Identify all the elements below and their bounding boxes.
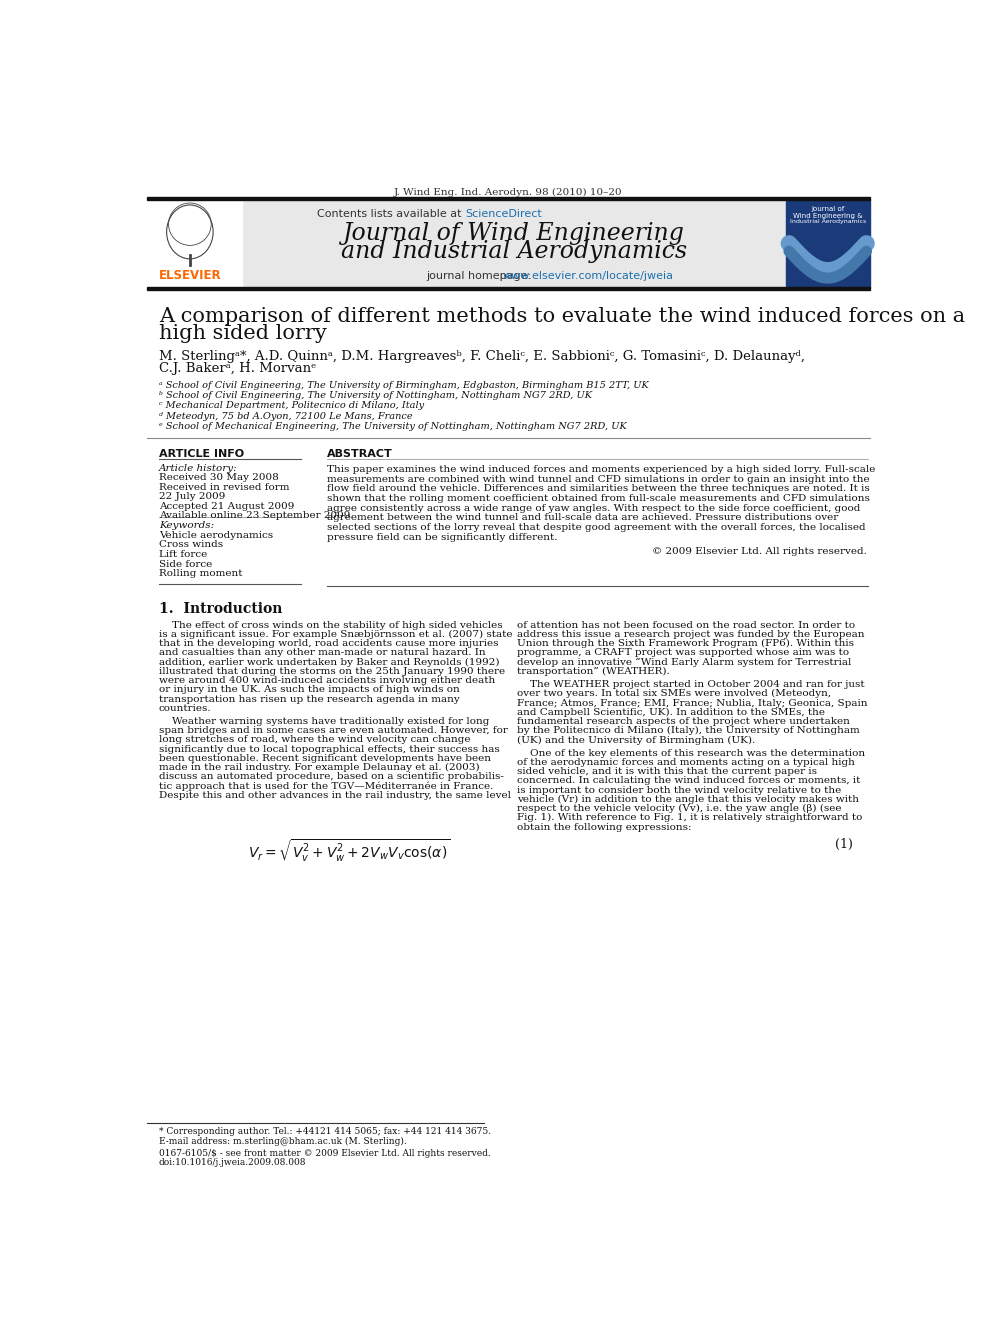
Text: Lift force: Lift force — [159, 550, 207, 558]
Text: that in the developing world, road accidents cause more injuries: that in the developing world, road accid… — [159, 639, 498, 648]
Text: Cross winds: Cross winds — [159, 540, 223, 549]
Text: addition, earlier work undertaken by Baker and Reynolds (1992): addition, earlier work undertaken by Bak… — [159, 658, 499, 667]
Text: * Corresponding author. Tel.: +44121 414 5065; fax: +44 121 414 3675.: * Corresponding author. Tel.: +44121 414… — [159, 1127, 491, 1136]
Text: obtain the following expressions:: obtain the following expressions: — [517, 823, 691, 831]
Text: tic approach that is used for the TGV—Méditerranée in France.: tic approach that is used for the TGV—Mé… — [159, 782, 493, 791]
Text: (UK) and the University of Birmingham (UK).: (UK) and the University of Birmingham (U… — [517, 736, 755, 745]
Text: ᶜ Mechanical Department, Politecnico di Milano, Italy: ᶜ Mechanical Department, Politecnico di … — [159, 401, 424, 410]
Text: high sided lorry: high sided lorry — [159, 324, 326, 343]
Text: been questionable. Recent significant developments have been: been questionable. Recent significant de… — [159, 754, 491, 763]
Text: Contents lists available at: Contents lists available at — [317, 209, 465, 218]
Text: agreement between the wind tunnel and full-scale data are achieved. Pressure dis: agreement between the wind tunnel and fu… — [327, 513, 838, 523]
Text: The effect of cross winds on the stability of high sided vehicles: The effect of cross winds on the stabili… — [159, 620, 503, 630]
Text: selected sections of the lorry reveal that despite good agreement with the overa: selected sections of the lorry reveal th… — [327, 523, 866, 532]
Text: One of the key elements of this research was the determination: One of the key elements of this research… — [517, 749, 865, 758]
Text: Article history:: Article history: — [159, 463, 237, 472]
Text: is important to consider both the wind velocity relative to the: is important to consider both the wind v… — [517, 786, 841, 795]
Text: and Campbell Scientific, UK). In addition to the SMEs, the: and Campbell Scientific, UK). In additio… — [517, 708, 825, 717]
Text: ᵉ School of Mechanical Engineering, The University of Nottingham, Nottingham NG7: ᵉ School of Mechanical Engineering, The … — [159, 422, 627, 431]
Text: transportation” (WEATHER).: transportation” (WEATHER). — [517, 667, 670, 676]
Text: develop an innovative “Wind Early Alarm system for Terrestrial: develop an innovative “Wind Early Alarm … — [517, 658, 851, 667]
Text: of the aerodynamic forces and moments acting on a typical high: of the aerodynamic forces and moments ac… — [517, 758, 855, 767]
Text: measurements are combined with wind tunnel and CFD simulations in order to gain : measurements are combined with wind tunn… — [327, 475, 870, 484]
Text: ᵈ Meteodyn, 75 bd A.Oyon, 72100 Le Mans, France: ᵈ Meteodyn, 75 bd A.Oyon, 72100 Le Mans,… — [159, 411, 413, 421]
Text: Journal of Wind Engineering: Journal of Wind Engineering — [343, 222, 684, 245]
Text: ARTICLE INFO: ARTICLE INFO — [159, 448, 244, 459]
Text: E-mail address: m.sterling@bham.ac.uk (M. Sterling).: E-mail address: m.sterling@bham.ac.uk (M… — [159, 1136, 407, 1146]
Text: Journal of: Journal of — [811, 206, 844, 213]
Text: The WEATHER project started in October 2004 and ran for just: The WEATHER project started in October 2… — [517, 680, 865, 689]
Text: programme, a CRAFT project was supported whose aim was to: programme, a CRAFT project was supported… — [517, 648, 849, 658]
Text: flow field around the vehicle. Differences and similarities between the three te: flow field around the vehicle. Differenc… — [327, 484, 870, 493]
Text: of attention has not been focused on the road sector. In order to: of attention has not been focused on the… — [517, 620, 855, 630]
Text: address this issue a research project was funded by the European: address this issue a research project wa… — [517, 630, 864, 639]
Bar — [147, 197, 870, 200]
Text: © 2009 Elsevier Ltd. All rights reserved.: © 2009 Elsevier Ltd. All rights reserved… — [652, 546, 866, 556]
Text: $V_r = \sqrt{V_v^2 + V_w^2 + 2V_wV_v\cos(\alpha)}$: $V_r = \sqrt{V_v^2 + V_w^2 + 2V_wV_v\cos… — [248, 837, 450, 864]
Text: A comparison of different methods to evaluate the wind induced forces on a: A comparison of different methods to eva… — [159, 307, 965, 325]
Text: Accepted 21 August 2009: Accepted 21 August 2009 — [159, 501, 295, 511]
Text: (1): (1) — [834, 837, 852, 851]
Text: by the Politecnico di Milano (Italy), the University of Nottingham: by the Politecnico di Milano (Italy), th… — [517, 726, 860, 736]
Text: Wind Engineering &: Wind Engineering & — [793, 213, 862, 218]
Text: 22 July 2009: 22 July 2009 — [159, 492, 225, 501]
Text: discuss an automated procedure, based on a scientific probabilis-: discuss an automated procedure, based on… — [159, 773, 504, 782]
Text: were around 400 wind-induced accidents involving either death: were around 400 wind-induced accidents i… — [159, 676, 495, 685]
Text: www.elsevier.com/locate/jweia: www.elsevier.com/locate/jweia — [502, 271, 674, 282]
Text: ᵇ School of Civil Engineering, The University of Nottingham, Nottingham NG7 2RD,: ᵇ School of Civil Engineering, The Unive… — [159, 390, 592, 400]
Text: long stretches of road, where the wind velocity can change: long stretches of road, where the wind v… — [159, 736, 470, 745]
Text: Fig. 1). With reference to Fig. 1, it is relatively straightforward to: Fig. 1). With reference to Fig. 1, it is… — [517, 814, 862, 823]
Text: Received in revised form: Received in revised form — [159, 483, 290, 492]
Text: J. Wind Eng. Ind. Aerodyn. 98 (2010) 10–20: J. Wind Eng. Ind. Aerodyn. 98 (2010) 10–… — [394, 188, 623, 197]
Text: ABSTRACT: ABSTRACT — [327, 448, 393, 459]
Text: Industrial Aerodynamics: Industrial Aerodynamics — [790, 218, 866, 224]
Text: Side force: Side force — [159, 560, 212, 569]
Text: ScienceDirect: ScienceDirect — [465, 209, 542, 218]
Text: or injury in the UK. As such the impacts of high winds on: or injury in the UK. As such the impacts… — [159, 685, 459, 695]
Bar — [242, 200, 786, 287]
Text: and Industrial Aerodynamics: and Industrial Aerodynamics — [341, 241, 686, 263]
Text: made in the rail industry. For example Delaunay et al. (2003): made in the rail industry. For example D… — [159, 763, 479, 773]
Text: journal homepage:: journal homepage: — [427, 271, 535, 282]
Text: span bridges and in some cases are even automated. However, for: span bridges and in some cases are even … — [159, 726, 508, 736]
Text: France; Atmos, France; EMI, France; Nublia, Italy; Geonica, Spain: France; Atmos, France; EMI, France; Nubl… — [517, 699, 867, 708]
Text: countries.: countries. — [159, 704, 211, 713]
Text: Despite this and other advances in the rail industry, the same level: Despite this and other advances in the r… — [159, 791, 511, 800]
Text: ᵃ School of Civil Engineering, The University of Birmingham, Edgbaston, Birmingh: ᵃ School of Civil Engineering, The Unive… — [159, 381, 649, 389]
Text: This paper examines the wind induced forces and moments experienced by a high si: This paper examines the wind induced for… — [327, 466, 875, 474]
Text: Received 30 May 2008: Received 30 May 2008 — [159, 472, 279, 482]
Bar — [147, 200, 242, 287]
Text: Rolling moment: Rolling moment — [159, 569, 242, 578]
Text: vehicle (Vr) in addition to the angle that this velocity makes with: vehicle (Vr) in addition to the angle th… — [517, 795, 859, 804]
Text: is a significant issue. For example Snæbjörnsson et al. (2007) state: is a significant issue. For example Snæb… — [159, 630, 513, 639]
Text: 0167-6105/$ - see front matter © 2009 Elsevier Ltd. All rights reserved.: 0167-6105/$ - see front matter © 2009 El… — [159, 1148, 491, 1158]
Text: sided vehicle, and it is with this that the current paper is: sided vehicle, and it is with this that … — [517, 767, 817, 777]
Text: doi:10.1016/j.jweia.2009.08.008: doi:10.1016/j.jweia.2009.08.008 — [159, 1158, 307, 1167]
Text: significantly due to local topographical effects, their success has: significantly due to local topographical… — [159, 745, 500, 754]
Text: shown that the rolling moment coefficient obtained from full-scale measurements : shown that the rolling moment coefficien… — [327, 493, 870, 503]
Text: C.J. Bakerᵃ, H. Morvanᵉ: C.J. Bakerᵃ, H. Morvanᵉ — [159, 363, 316, 374]
Text: illustrated that during the storms on the 25th January 1990 there: illustrated that during the storms on th… — [159, 667, 505, 676]
Text: Available online 23 September 2009: Available online 23 September 2009 — [159, 512, 350, 520]
Text: fundamental research aspects of the project where undertaken: fundamental research aspects of the proj… — [517, 717, 850, 726]
Text: transportation has risen up the research agenda in many: transportation has risen up the research… — [159, 695, 459, 704]
Text: agree consistently across a wide range of yaw angles. With respect to the side f: agree consistently across a wide range o… — [327, 504, 860, 513]
Text: Keywords:: Keywords: — [159, 521, 214, 531]
Text: respect to the vehicle velocity (Vv), i.e. the yaw angle (β) (see: respect to the vehicle velocity (Vv), i.… — [517, 804, 841, 814]
Text: concerned. In calculating the wind induced forces or moments, it: concerned. In calculating the wind induc… — [517, 777, 860, 786]
Text: and casualties than any other man-made or natural hazard. In: and casualties than any other man-made o… — [159, 648, 485, 658]
Text: ELSEVIER: ELSEVIER — [159, 269, 221, 282]
Text: over two years. In total six SMEs were involved (Meteodyn,: over two years. In total six SMEs were i… — [517, 689, 831, 699]
Bar — [786, 200, 870, 287]
Text: Union through the Sixth Framework Program (FP6). Within this: Union through the Sixth Framework Progra… — [517, 639, 854, 648]
Text: pressure field can be significantly different.: pressure field can be significantly diff… — [327, 533, 558, 541]
Text: Vehicle aerodynamics: Vehicle aerodynamics — [159, 531, 273, 540]
Bar — [147, 287, 870, 291]
Text: 1.  Introduction: 1. Introduction — [159, 602, 283, 617]
Text: Weather warning systems have traditionally existed for long: Weather warning systems have traditional… — [159, 717, 489, 726]
Text: M. Sterlingᵃ*, A.D. Quinnᵃ, D.M. Hargreavesᵇ, F. Cheliᶜ, E. Sabbioniᶜ, G. Tomasi: M. Sterlingᵃ*, A.D. Quinnᵃ, D.M. Hargrea… — [159, 349, 805, 363]
